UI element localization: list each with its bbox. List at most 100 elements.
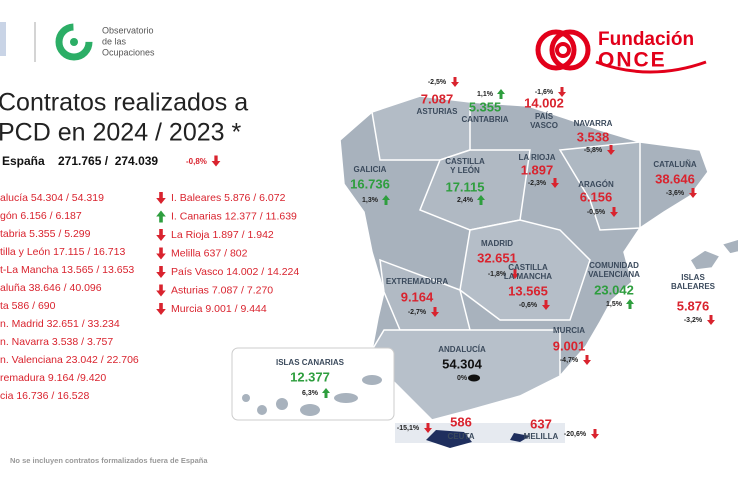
region-name: BALEARES [671, 282, 716, 291]
region-change: -15,1% [397, 425, 420, 432]
region-change: 1,1% [477, 91, 494, 98]
trend-arrow [156, 303, 166, 315]
list-item: tabria 5.355 / 5.299 [0, 228, 91, 240]
region-value: 1.897 [521, 162, 554, 177]
trend-arrow [477, 195, 485, 205]
region-name: LA RIOJA [518, 153, 555, 162]
region-value: 9.001 [553, 338, 586, 353]
list-item: tilla y León 17.115 / 16.713 [0, 246, 125, 258]
region-change: -1,8% [488, 271, 507, 278]
trend-arrow [542, 300, 550, 310]
list-item: cia 16.736 / 16.528 [0, 390, 89, 402]
region-value: 16.736 [350, 176, 390, 191]
trend-arrow [689, 188, 697, 198]
region-change: -3,2% [684, 317, 703, 324]
list-item: I. Canarias 12.377 / 11.639 [171, 210, 297, 222]
list-item: Melilla 637 / 802 [171, 247, 248, 259]
ceuta-shape [426, 430, 472, 448]
region-change: -2,5% [428, 79, 447, 86]
trend-marker [468, 374, 480, 382]
region-value: 3.538 [577, 129, 610, 144]
region-name: VASCO [530, 121, 558, 130]
total-label: España [2, 154, 45, 168]
region-change: -3,6% [666, 190, 685, 197]
region-name: ISLAS CANARIAS [276, 358, 345, 367]
list-item: I. Baleares 5.876 / 6.072 [171, 192, 286, 204]
region-value: 7.087 [421, 91, 454, 106]
trend-arrow [156, 247, 166, 260]
list-item: La Rioja 1.897 / 1.942 [171, 229, 274, 241]
region-change: 0% [457, 375, 468, 382]
region-change: -0,5% [587, 209, 606, 216]
spain-map [339, 95, 738, 421]
trend-arrow [707, 315, 715, 325]
region-value: 586 [450, 414, 472, 429]
canarias-islands [242, 375, 382, 416]
trend-arrow [583, 355, 591, 365]
region-name: ISLAS [681, 273, 705, 282]
region-name: LA MANCHA [504, 272, 552, 281]
region-change: 2,4% [457, 197, 474, 204]
melilla-shape [510, 433, 530, 442]
total-value: 271.765 / 274.039 [58, 154, 158, 168]
region-name: ASTURIAS [417, 107, 459, 116]
region-value: 5.355 [469, 99, 502, 114]
trend-arrow [156, 266, 166, 278]
region-name: CATALUÑA [653, 160, 696, 169]
region-change: -0,6% [519, 302, 538, 309]
list-item: gón 6.156 / 6.187 [0, 210, 82, 222]
logo-fragment [0, 22, 6, 56]
region-name: MADRID [481, 239, 513, 248]
list-item: t-La Mancha 13.565 / 13.653 [0, 264, 134, 276]
region-name: CASTILLA [508, 263, 548, 272]
logo-text: Observatorio [102, 25, 154, 35]
region-name: MELILLA [524, 432, 559, 441]
region-value: 14.002 [524, 95, 564, 110]
region-name: GALICIA [354, 165, 387, 174]
canarias-inset [231, 347, 395, 421]
trend-arrow [211, 155, 221, 167]
trend-arrow [511, 269, 519, 279]
region-name: CANTABRIA [462, 115, 509, 124]
logo-text: Ocupaciones [102, 47, 155, 57]
region-value: 23.042 [594, 282, 634, 297]
region-value: 9.164 [401, 289, 434, 304]
logo-text: ONCE [598, 49, 667, 72]
trend-arrow [497, 89, 505, 99]
title: PCD en 2024 / 2023 * [0, 119, 241, 147]
trend-arrow [626, 299, 634, 309]
list-item: n. Madrid 32.651 / 33.234 [0, 318, 120, 330]
logo-text: de las [102, 36, 127, 46]
list-item: Murcia 9.001 / 9.444 [171, 303, 267, 315]
region-name: EXTREMADURA [386, 277, 448, 286]
region-value: 637 [530, 416, 552, 431]
trend-arrow [322, 388, 330, 398]
region-name: NAVARRA [574, 119, 613, 128]
region-change: -2,7% [408, 309, 427, 316]
list-item: n. Valenciana 23.042 / 22.706 [0, 354, 139, 366]
trend-arrow [156, 192, 166, 204]
region-change: 1,3% [362, 197, 379, 204]
region-value: 12.377 [290, 369, 330, 384]
trend-arrow [156, 210, 166, 223]
list-item: n. Navarra 3.538 / 3.757 [0, 336, 113, 348]
region-name: PAÍS [535, 112, 554, 121]
list-item: remadura 9.164 /9.420 [0, 372, 106, 384]
trend-arrow [591, 429, 599, 439]
region-name: CEUTA [448, 432, 475, 441]
region-value: 13.565 [508, 283, 548, 298]
title: Contratos realizados a [0, 89, 248, 117]
region-value: 5.876 [677, 298, 710, 313]
trend-arrow [610, 207, 618, 217]
region-name: Y LEÓN [450, 166, 480, 175]
region-change: -20,6% [564, 431, 587, 438]
total-change: -0,8% [186, 157, 207, 166]
region-change: -2,3% [528, 180, 547, 187]
once-logo [535, 29, 707, 74]
logo-text: Fundación [598, 29, 694, 50]
observatorio-logo [55, 23, 93, 61]
trend-arrow [382, 195, 390, 205]
region-value: 38.646 [655, 171, 695, 186]
list-item: ta 586 / 690 [0, 300, 56, 312]
